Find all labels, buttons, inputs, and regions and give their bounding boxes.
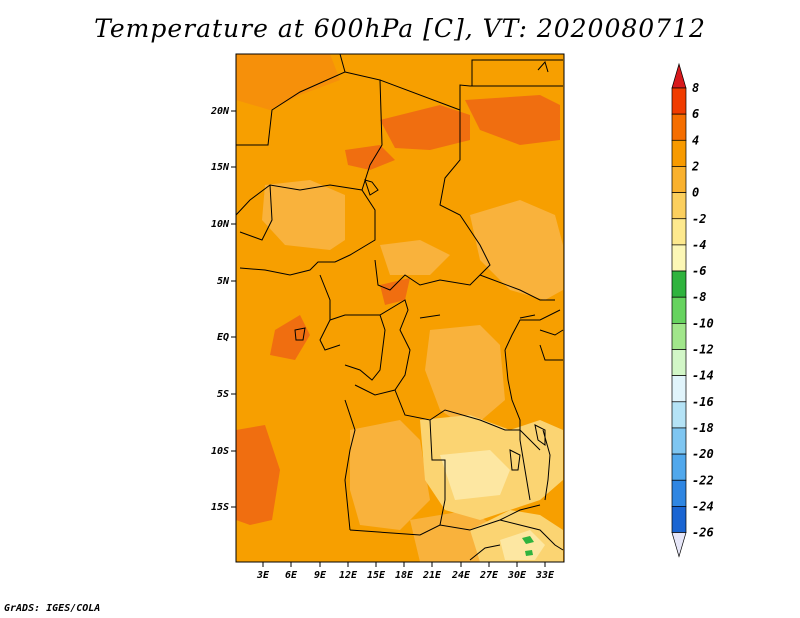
colorbar-swatch bbox=[671, 479, 687, 507]
lon-label: 18E bbox=[395, 570, 414, 581]
lon-label: 24E bbox=[451, 570, 471, 581]
lat-label: 10N bbox=[211, 219, 230, 230]
longitude-axis: 3E 6E 9E 12E 15E 18E 21E 24E 27E 30E 33E bbox=[256, 562, 555, 581]
colorbar-swatch bbox=[671, 427, 687, 455]
colorbar-label: -16 bbox=[692, 395, 714, 409]
colorbar-label: -8 bbox=[692, 290, 706, 304]
colorbar-label: -10 bbox=[692, 316, 714, 330]
colorbar-top-arrow bbox=[671, 62, 687, 89]
colorbar-swatch bbox=[671, 139, 687, 167]
colorbar-bottom-arrow bbox=[671, 532, 687, 558]
colorbar-swatch bbox=[671, 453, 687, 481]
colorbar: 8 6 4 2 0 -2 -4 -6 -8 -10 -12 -14 -16 -18 -20 -22 -24 -26 bbox=[671, 62, 714, 558]
colorbar-label: -4 bbox=[692, 238, 706, 252]
colorbar-swatch bbox=[671, 375, 687, 403]
colorbar-swatch bbox=[671, 218, 687, 246]
colorbar-swatch bbox=[671, 244, 687, 272]
colorbar-label: 2 bbox=[691, 159, 699, 173]
colorbar-swatch bbox=[671, 296, 687, 324]
colorbar-swatch bbox=[671, 506, 687, 533]
colorbar-swatch bbox=[671, 166, 687, 193]
colorbar-label: -2 bbox=[692, 212, 706, 226]
lat-label: EQ bbox=[217, 332, 229, 343]
lon-label: 33E bbox=[535, 570, 555, 581]
colorbar-label: -18 bbox=[692, 421, 714, 435]
colorbar-label: -24 bbox=[692, 499, 714, 513]
colorbar-label: -12 bbox=[692, 343, 714, 357]
lat-label: 5N bbox=[217, 276, 230, 287]
colorbar-swatch bbox=[671, 270, 687, 298]
chart-title: Temperature at 600hPa [C], VT: 202008071… bbox=[94, 14, 706, 43]
colorbar-label: 4 bbox=[692, 133, 699, 147]
colorbar-swatch bbox=[671, 349, 687, 376]
map-panel bbox=[235, 53, 565, 563]
lat-label: 5S bbox=[217, 389, 229, 400]
lon-label: 21E bbox=[422, 570, 442, 581]
colorbar-label: 0 bbox=[692, 186, 699, 200]
lon-label: 12E bbox=[339, 570, 358, 581]
lon-label: 30E bbox=[507, 570, 527, 581]
credit-text: GrADS: IGES/COLA bbox=[4, 603, 101, 614]
colorbar-label: 6 bbox=[692, 107, 699, 121]
colorbar-label: -22 bbox=[692, 473, 714, 487]
colorbar-swatch bbox=[671, 323, 687, 350]
lon-label: 3E bbox=[256, 570, 270, 581]
colorbar-label: 8 bbox=[692, 81, 699, 95]
lon-label: 27E bbox=[479, 570, 499, 581]
colorbar-label: -26 bbox=[692, 526, 714, 540]
lat-label: 10S bbox=[211, 446, 229, 457]
latitude-axis: 20N 15N 10N 5N EQ 5S 10S 15S bbox=[210, 106, 236, 513]
lat-label: 20N bbox=[210, 106, 230, 117]
lat-label: 15S bbox=[211, 502, 229, 513]
colorbar-swatch bbox=[671, 113, 687, 141]
colorbar-label: -20 bbox=[692, 447, 714, 461]
colorbar-swatch bbox=[671, 401, 687, 429]
lat-label: 15N bbox=[211, 162, 230, 173]
lon-label: 15E bbox=[367, 570, 386, 581]
colorbar-swatch bbox=[671, 87, 687, 115]
lon-label: 9E bbox=[314, 570, 327, 581]
colorbar-label: -14 bbox=[692, 369, 714, 383]
colorbar-label: -6 bbox=[692, 264, 706, 278]
lon-label: 6E bbox=[285, 570, 298, 581]
colorbar-swatch bbox=[671, 192, 687, 220]
